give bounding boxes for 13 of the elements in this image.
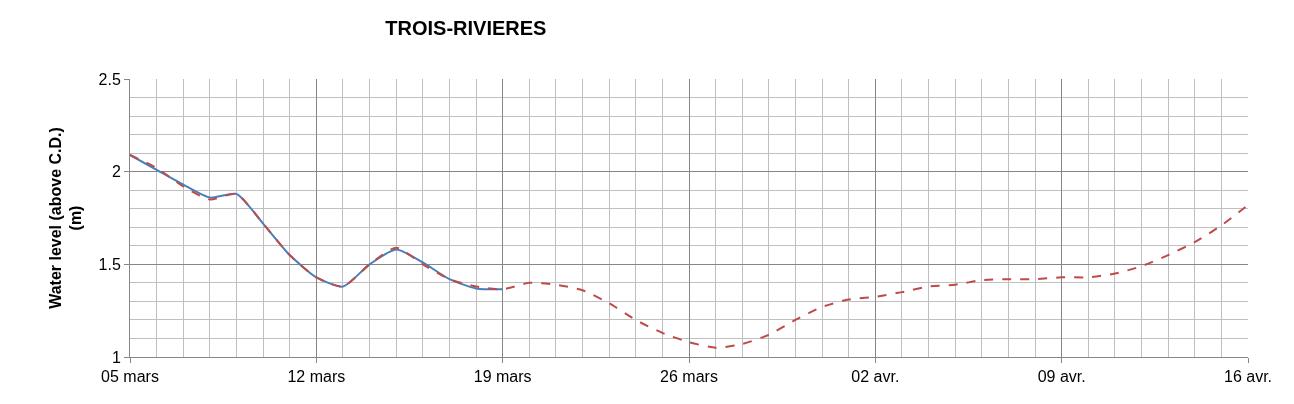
- chart-title: TROIS-RIVIERES: [385, 17, 547, 40]
- x-tick-label: 09 avr.: [1037, 368, 1086, 386]
- x-tick-label: 12 mars: [287, 368, 346, 386]
- y-axis-title: Water level (above C.D.) (m): [46, 127, 85, 309]
- x-tick-label: 02 avr.: [851, 368, 900, 386]
- x-tick-label: 19 mars: [473, 368, 532, 386]
- x-tick-label: 16 avr.: [1223, 368, 1273, 386]
- y-tick-label: 1: [111, 348, 121, 366]
- y-tick-label: 2: [111, 163, 121, 181]
- y-tick-label: 1.5: [98, 255, 121, 273]
- x-tick-label: 05 mars: [101, 368, 159, 386]
- y-tick-label: 2.5: [98, 70, 121, 88]
- x-tick-label: 26 mars: [660, 368, 718, 386]
